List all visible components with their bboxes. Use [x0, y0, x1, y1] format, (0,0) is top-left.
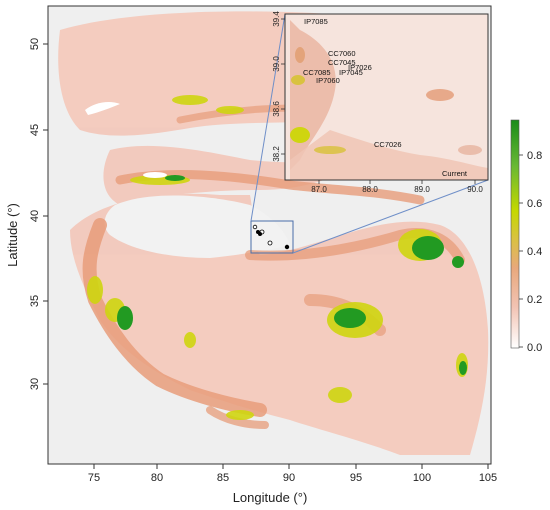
- connector-line: [250, 13, 286, 222]
- x-tick-label: 95: [350, 472, 362, 484]
- site-label: CC7085: [303, 68, 331, 77]
- zoom-box: [250, 220, 294, 254]
- suitability-max: [117, 175, 467, 375]
- colorbar-tick-label: 0.0: [527, 342, 542, 354]
- y-axis-title: Latitude (°): [5, 203, 20, 267]
- inset-frame: [284, 13, 489, 181]
- inset-y-tick-label: 38.2: [272, 146, 281, 162]
- inset-terrain: [290, 20, 488, 180]
- x-axis: 75 80 85 90 95 100 105 Longitude (°): [88, 464, 497, 505]
- no-data-areas: [85, 102, 167, 178]
- site-marker: [252, 224, 258, 230]
- inset-x-tick-label: 87.0: [311, 185, 327, 194]
- inset-y-tick-label: 38.6: [272, 101, 281, 117]
- colorbar-tick-label: 0.2: [527, 294, 542, 306]
- x-axis-title: Longitude (°): [233, 490, 308, 505]
- inset-y-tick-label: 39.0: [272, 56, 281, 72]
- site-label: CC7045: [328, 58, 356, 67]
- x-tick-label: 75: [88, 472, 100, 484]
- zoom-indicator: [250, 13, 489, 254]
- y-tick-label: 35: [29, 295, 41, 307]
- site-marker: [258, 232, 262, 236]
- colorbar-gradient: [510, 119, 520, 349]
- colorbar-tick-label: 0.6: [527, 198, 542, 210]
- map-frame: [47, 5, 492, 465]
- site-label: IP7085: [304, 17, 328, 26]
- y-axis: 30 35 40 45 50 Latitude (°): [5, 38, 48, 390]
- colorbar-tick-label: 0.4: [527, 246, 542, 258]
- site-label: CC7026: [374, 140, 402, 149]
- y-tick-label: 45: [29, 124, 41, 136]
- x-tick-label: 85: [217, 472, 229, 484]
- site-label: IP7060: [316, 76, 340, 85]
- colorbar-tick-label: 0.8: [527, 150, 542, 162]
- x-tick-label: 100: [413, 472, 431, 484]
- x-tick-label: 80: [151, 472, 163, 484]
- y-tick-label: 30: [29, 378, 41, 390]
- x-tick-label: 105: [479, 472, 497, 484]
- site-marker: [267, 240, 273, 246]
- site-label: IP7045: [339, 68, 363, 77]
- colorbar: 0.0 0.2 0.4 0.6 0.8: [510, 119, 542, 354]
- inset-y-tick-label: 39.4: [272, 11, 281, 27]
- y-tick-label: 40: [29, 210, 41, 222]
- inset-x-tick-label: 89.0: [414, 185, 430, 194]
- inset-scenario-label: Current: [442, 169, 468, 178]
- x-tick-label: 90: [283, 472, 295, 484]
- site-label: CC7060: [328, 49, 356, 58]
- inset-x-tick-label: 88.0: [362, 185, 378, 194]
- inset-x-tick-label: 90.0: [467, 185, 483, 194]
- connector-line: [292, 179, 489, 254]
- tarim-basin: [104, 195, 290, 258]
- y-tick-label: 50: [29, 38, 41, 50]
- inset-panel: 87.0 88.0 89.0 90.0 38.2 38.6 39.0 39.4 …: [272, 11, 489, 194]
- site-label: IP7026: [348, 63, 372, 72]
- site-marker: [284, 244, 290, 250]
